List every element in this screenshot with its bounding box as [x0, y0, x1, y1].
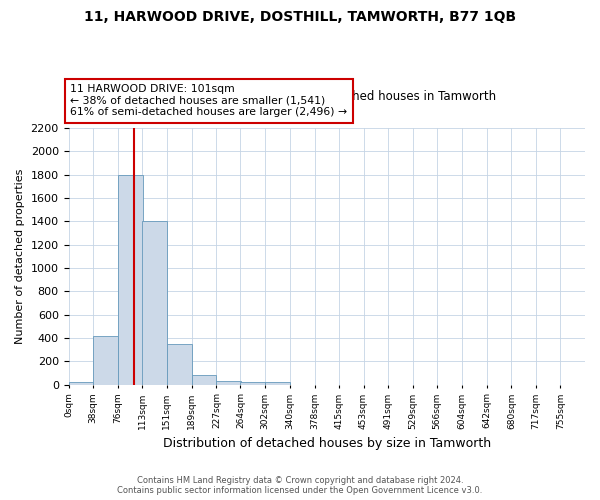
Bar — [241, 382, 265, 384]
Text: Contains HM Land Registry data © Crown copyright and database right 2024.
Contai: Contains HM Land Registry data © Crown c… — [118, 476, 482, 495]
Title: Size of property relative to detached houses in Tamworth: Size of property relative to detached ho… — [157, 90, 496, 103]
X-axis label: Distribution of detached houses by size in Tamworth: Distribution of detached houses by size … — [163, 437, 491, 450]
Bar — [142, 222, 167, 384]
Bar — [93, 336, 118, 384]
Bar — [167, 344, 191, 385]
Text: 11 HARWOOD DRIVE: 101sqm
← 38% of detached houses are smaller (1,541)
61% of sem: 11 HARWOOD DRIVE: 101sqm ← 38% of detach… — [70, 84, 347, 117]
Bar — [265, 382, 290, 384]
Bar — [217, 381, 241, 384]
Y-axis label: Number of detached properties: Number of detached properties — [15, 168, 25, 344]
Bar — [191, 376, 217, 384]
Text: 11, HARWOOD DRIVE, DOSTHILL, TAMWORTH, B77 1QB: 11, HARWOOD DRIVE, DOSTHILL, TAMWORTH, B… — [84, 10, 516, 24]
Bar — [68, 382, 93, 384]
Bar — [118, 174, 143, 384]
